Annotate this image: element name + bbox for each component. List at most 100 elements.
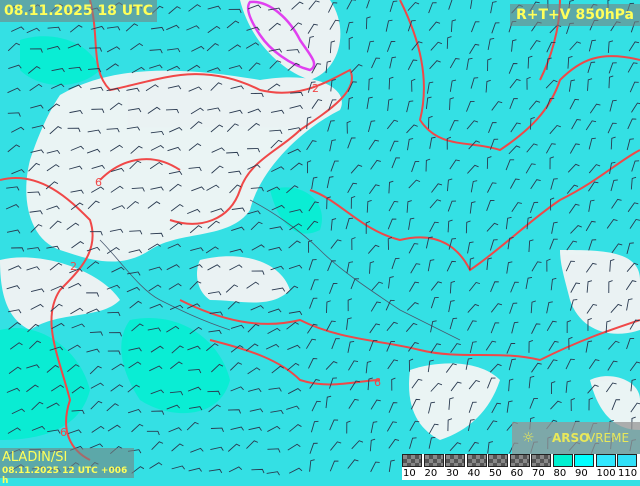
wind-barb (569, 98, 580, 110)
wind-barb (585, 340, 593, 353)
wind-barb (430, 343, 441, 354)
wind-barb (225, 284, 239, 293)
wind-barb (290, 91, 304, 97)
wind-barb (450, 381, 462, 392)
wind-barb (585, 262, 597, 273)
wind-barb (189, 225, 203, 234)
wind-barb (485, 79, 491, 93)
wind-barb (230, 386, 244, 392)
legend-swatch (552, 454, 573, 467)
wind-barb (7, 42, 21, 52)
wind-barb (330, 441, 342, 451)
wind-barb (407, 1, 420, 11)
wind-barb (247, 108, 262, 114)
wind-barb (486, 257, 492, 271)
wind-barb (250, 305, 264, 311)
wind-barb (166, 24, 180, 31)
wind-barb (446, 136, 452, 150)
wind-barb (466, 57, 473, 71)
wind-barb (525, 163, 536, 174)
wind-barb (30, 149, 44, 154)
wind-barb (6, 186, 20, 191)
wind-barb (347, 182, 358, 194)
wind-barb (629, 361, 640, 372)
wind-barb (188, 143, 202, 151)
wind-barb (586, 303, 598, 314)
wind-barb (150, 186, 164, 191)
wind-barb (387, 218, 397, 230)
wind-barb (370, 159, 381, 170)
legend-swatch (595, 454, 616, 467)
wind-barb (431, 183, 443, 193)
wind-barb (369, 340, 378, 352)
wind-barb (247, 367, 261, 375)
wind-barb (325, 395, 332, 409)
wind-barb (506, 342, 516, 354)
wind-barb (228, 409, 242, 414)
wind-barb (208, 468, 223, 474)
wind-barb (70, 307, 84, 315)
wind-barb (288, 310, 303, 316)
wind-barb (149, 303, 163, 309)
wind-barb (346, 317, 352, 330)
wind-barb (7, 427, 21, 434)
wind-barb (449, 97, 454, 110)
wind-barb (169, 183, 182, 192)
wind-barb (187, 303, 201, 309)
wind-barb (406, 200, 412, 213)
wind-barb (107, 311, 121, 317)
wind-barb (247, 4, 262, 10)
wind-barb (106, 26, 121, 31)
wind-barb (426, 81, 434, 94)
wind-barb (326, 176, 334, 189)
legend-swatch (488, 454, 508, 467)
wind-barb (68, 66, 82, 72)
wind-barb (406, 124, 418, 134)
wind-barb (250, 221, 263, 231)
wind-barb (627, 118, 637, 130)
wind-barb (505, 216, 512, 230)
wind-barb (7, 87, 21, 94)
wind-barb (346, 261, 354, 274)
wind-barb (151, 441, 164, 450)
wind-barb (385, 299, 395, 311)
wind-barb (310, 420, 319, 433)
wind-barb (130, 42, 144, 51)
wind-barb (489, 363, 502, 373)
wind-barb (106, 246, 120, 254)
wind-barb (89, 365, 102, 375)
wind-barb (306, 220, 319, 230)
wind-barb (348, 360, 359, 371)
wind-barb (588, 199, 595, 212)
wind-barb (430, 297, 439, 309)
wind-barb (7, 112, 21, 117)
wind-barb (425, 96, 432, 110)
wind-barb (231, 226, 245, 231)
contour-label: 6 (374, 376, 381, 389)
wind-barb (189, 264, 203, 270)
wind-barb (106, 46, 121, 53)
wind-barb (368, 139, 380, 150)
wind-barb (509, 78, 521, 89)
wind-barb (626, 298, 633, 311)
wind-barb (546, 41, 556, 53)
wind-barb (230, 426, 244, 431)
wind-barb (31, 401, 44, 411)
wind-barb (111, 205, 126, 211)
wind-barb (70, 202, 84, 211)
wind-barb (490, 1, 497, 14)
wind-barb (585, 120, 597, 131)
wind-barb (188, 406, 203, 411)
wind-barb (626, 337, 635, 350)
wind-barb (107, 350, 121, 355)
wind-barb (469, 341, 477, 354)
wind-barb (268, 48, 283, 53)
wind-barb (7, 309, 22, 314)
wind-barb (491, 101, 503, 111)
wind-barb (69, 110, 83, 115)
wind-barb (49, 262, 63, 271)
wind-barb (350, 64, 363, 73)
wind-barb (408, 358, 414, 372)
wind-barb (9, 342, 23, 350)
wind-barb (430, 320, 437, 333)
